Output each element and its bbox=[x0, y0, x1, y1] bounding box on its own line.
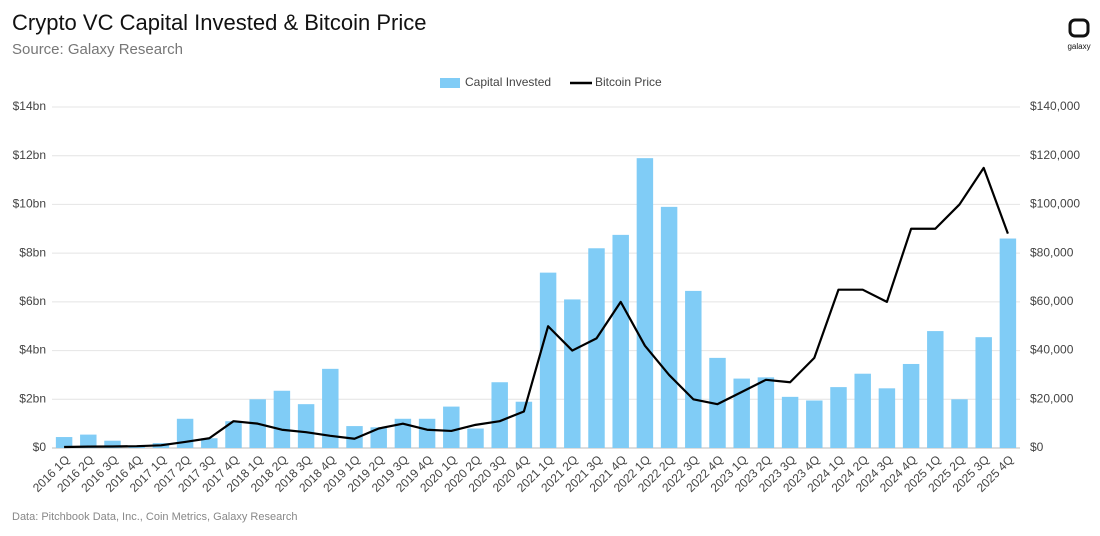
y2-tick-label: $0 bbox=[1030, 440, 1044, 454]
bar bbox=[297, 404, 315, 448]
bar bbox=[346, 426, 363, 448]
y2-tick-label: $40,000 bbox=[1030, 343, 1074, 357]
bar bbox=[55, 437, 73, 448]
bar bbox=[104, 440, 121, 448]
bar bbox=[830, 387, 847, 448]
chart-subtitle: Source: Galaxy Research bbox=[12, 41, 183, 58]
chart-title: Crypto VC Capital Invested & Bitcoin Pri… bbox=[12, 10, 427, 35]
y-tick-label: $8bn bbox=[19, 245, 46, 259]
bar bbox=[273, 390, 291, 448]
y-tick-label: $0 bbox=[33, 440, 47, 454]
bar bbox=[999, 238, 1017, 448]
bar bbox=[491, 382, 508, 448]
bar bbox=[685, 290, 702, 448]
legend-swatch bbox=[440, 78, 460, 88]
bar bbox=[539, 272, 557, 448]
legend-label: Capital Invested bbox=[465, 75, 551, 89]
bar bbox=[806, 400, 823, 448]
bar bbox=[927, 331, 944, 448]
footnote: Data: Pitchbook Data, Inc., Coin Metrics… bbox=[12, 511, 298, 523]
line bbox=[64, 166, 1009, 449]
logo-icon bbox=[1068, 18, 1090, 38]
y2-tick-label: $100,000 bbox=[1030, 197, 1080, 211]
logo-text: galaxy bbox=[1067, 42, 1090, 51]
bar bbox=[902, 363, 920, 448]
bar bbox=[225, 421, 242, 448]
y-tick-label: $14bn bbox=[13, 99, 46, 113]
bar bbox=[854, 373, 871, 448]
bar bbox=[80, 434, 97, 448]
bar bbox=[951, 399, 968, 448]
bar bbox=[564, 299, 581, 448]
legend-label: Bitcoin Price bbox=[595, 75, 662, 89]
y-tick-label: $12bn bbox=[13, 148, 46, 162]
bar bbox=[733, 378, 750, 448]
y-tick-label: $6bn bbox=[19, 294, 46, 308]
bar bbox=[878, 388, 896, 448]
y2-tick-label: $80,000 bbox=[1030, 245, 1074, 259]
bar bbox=[394, 418, 412, 448]
bar bbox=[757, 377, 775, 448]
bar bbox=[781, 396, 799, 448]
y2-tick-label: $140,000 bbox=[1030, 99, 1080, 113]
bar bbox=[612, 234, 629, 448]
bar bbox=[370, 427, 387, 448]
y2-tick-label: $120,000 bbox=[1030, 148, 1080, 162]
bar bbox=[443, 406, 460, 448]
y2-tick-label: $20,000 bbox=[1030, 391, 1074, 405]
y-tick-label: $10bn bbox=[13, 197, 46, 211]
bar bbox=[467, 428, 484, 448]
bar bbox=[636, 158, 654, 448]
bar bbox=[660, 206, 678, 448]
bar bbox=[201, 438, 218, 448]
y2-tick-label: $60,000 bbox=[1030, 294, 1074, 308]
bar bbox=[975, 337, 992, 448]
y-tick-label: $2bn bbox=[19, 391, 46, 405]
bar bbox=[322, 368, 339, 448]
bar bbox=[588, 248, 605, 448]
bar bbox=[418, 418, 436, 448]
y-tick-label: $4bn bbox=[19, 343, 46, 357]
